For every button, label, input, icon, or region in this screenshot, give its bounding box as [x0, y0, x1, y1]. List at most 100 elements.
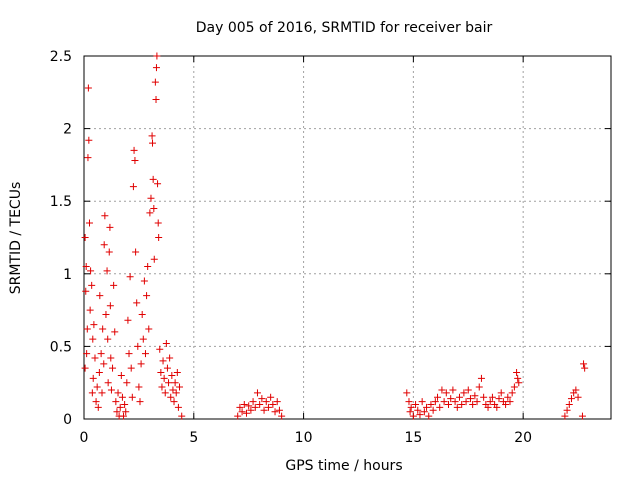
data-point: [139, 335, 147, 343]
data-point: [82, 287, 90, 295]
data-point: [94, 403, 102, 411]
data-point: [145, 325, 153, 333]
data-point: [508, 389, 516, 397]
data-point: [136, 398, 144, 406]
data-point: [159, 357, 167, 365]
data-point: [504, 393, 512, 401]
data-point: [563, 406, 571, 414]
data-point: [440, 398, 448, 406]
data-point: [176, 383, 184, 391]
data-point: [561, 412, 569, 420]
data-point: [114, 389, 122, 397]
data-point: [143, 292, 151, 300]
data-point: [258, 395, 266, 403]
data-point: [151, 78, 159, 86]
data-point: [83, 350, 91, 358]
data-point: [249, 398, 257, 406]
data-point: [130, 146, 138, 154]
data-point: [150, 255, 158, 263]
y-tick-label: 0.5: [50, 339, 72, 355]
data-point: [462, 398, 470, 406]
data-point: [449, 386, 457, 394]
data-point: [510, 383, 518, 391]
data-point: [106, 302, 114, 310]
data-point: [458, 400, 466, 408]
y-tick-label: 0: [63, 412, 72, 428]
data-point: [155, 234, 163, 241]
data-point: [110, 281, 118, 289]
data-point: [172, 389, 180, 397]
data-point: [81, 234, 89, 241]
data-point: [120, 412, 128, 420]
data-point: [161, 389, 169, 397]
data-point: [113, 408, 121, 416]
data-point: [460, 389, 468, 397]
data-point: [429, 406, 437, 414]
data-point: [247, 406, 255, 414]
data-point: [572, 386, 580, 394]
data-point: [153, 52, 161, 60]
data-point: [129, 183, 137, 191]
data-point: [121, 400, 129, 408]
data-point: [160, 374, 168, 382]
data-point: [90, 321, 98, 329]
data-point: [515, 379, 523, 387]
data-point: [91, 354, 99, 362]
data-point: [127, 364, 135, 372]
data-point: [95, 369, 103, 377]
data-point: [126, 273, 134, 281]
data-point: [81, 364, 89, 372]
data-point: [253, 389, 261, 397]
data-point: [88, 389, 96, 397]
data-point: [238, 408, 246, 416]
data-point: [506, 398, 514, 406]
data-point: [85, 219, 93, 227]
data-point: [154, 180, 162, 188]
data-point: [112, 398, 120, 406]
data-point: [118, 393, 126, 401]
data-point: [567, 395, 575, 403]
data-point: [109, 364, 117, 372]
data-point: [93, 383, 101, 391]
y-tick-label: 2.5: [50, 49, 72, 65]
data-point: [427, 400, 435, 408]
data-point: [104, 335, 112, 343]
data-point: [445, 400, 453, 408]
data-point: [245, 402, 253, 410]
data-point: [146, 209, 154, 217]
data-point: [103, 267, 111, 275]
data-point: [166, 354, 174, 362]
data-point: [83, 325, 91, 333]
data-point: [502, 400, 510, 408]
data-point: [87, 267, 95, 275]
data-point: [133, 299, 141, 307]
data-point: [140, 277, 148, 285]
y-tick-label: 1: [63, 267, 72, 283]
data-point: [105, 248, 113, 256]
data-point: [117, 371, 125, 379]
data-point: [477, 374, 485, 382]
data-point: [150, 204, 158, 212]
data-point: [158, 383, 166, 391]
data-point: [152, 96, 160, 104]
data-point: [464, 386, 472, 394]
data-point: [412, 400, 420, 408]
data-point: [89, 335, 97, 343]
data-point: [152, 64, 160, 72]
data-point: [97, 350, 105, 358]
data-point: [275, 406, 283, 414]
data-point: [171, 379, 179, 387]
data-point: [132, 248, 140, 256]
data-point: [242, 409, 250, 417]
data-point: [106, 223, 114, 231]
data-point: [451, 398, 459, 406]
data-point: [269, 400, 277, 408]
data-point: [580, 360, 588, 368]
data-point: [98, 389, 106, 397]
y-axis-label: SRMTID / TECUs: [8, 182, 24, 295]
data-point: [514, 374, 522, 382]
data-point: [86, 306, 94, 314]
data-point: [165, 379, 173, 387]
data-point: [578, 412, 586, 420]
data-point: [466, 395, 474, 403]
